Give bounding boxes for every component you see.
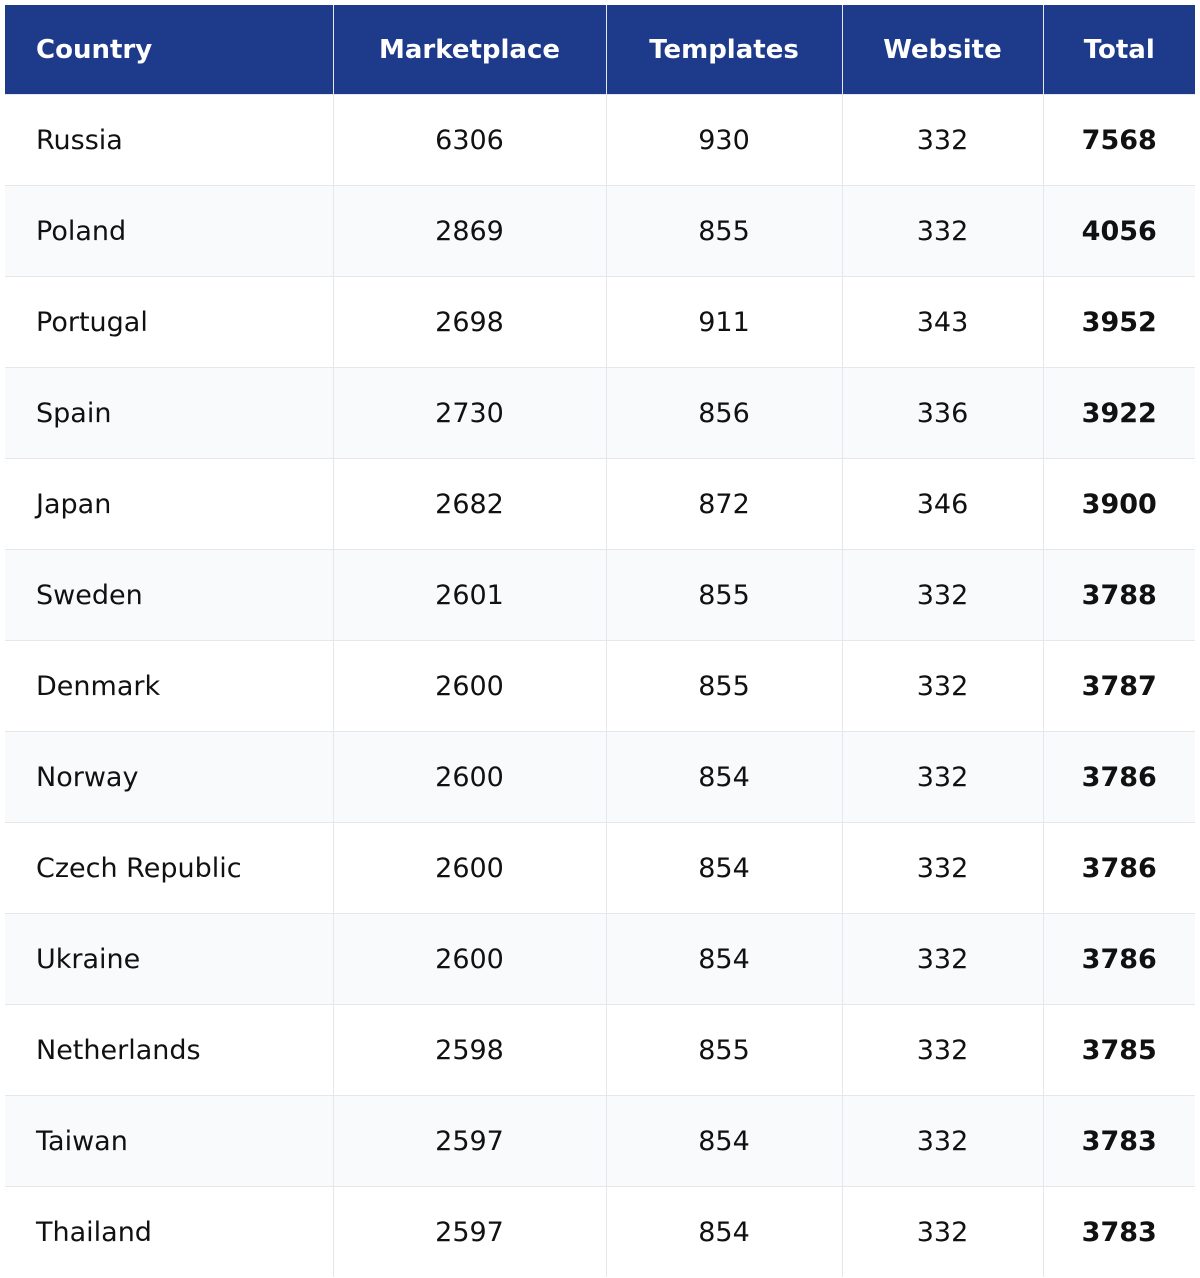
cell-templates: 855 — [605, 185, 842, 277]
table-row: Japan 2682 872 346 3900 — [5, 458, 1195, 550]
column-header-templates: Templates — [605, 5, 842, 95]
table-row: Czech Republic 2600 854 332 3786 — [5, 822, 1195, 914]
cell-total: 4056 — [1042, 185, 1195, 277]
cell-total: 3786 — [1042, 731, 1195, 823]
cell-templates: 854 — [605, 913, 842, 1005]
cell-website: 332 — [841, 94, 1043, 186]
cell-marketplace: 2600 — [332, 640, 606, 732]
cell-website: 346 — [841, 458, 1043, 550]
cell-country: Taiwan — [5, 1095, 333, 1187]
cell-marketplace: 2698 — [332, 276, 606, 368]
cell-marketplace: 2600 — [332, 822, 606, 914]
cell-total: 3922 — [1042, 367, 1195, 459]
cell-marketplace: 2601 — [332, 549, 606, 641]
cell-templates: 854 — [605, 1186, 842, 1277]
cell-templates: 856 — [605, 367, 842, 459]
cell-total: 3786 — [1042, 822, 1195, 914]
header-row: Country Marketplace Templates Website To… — [5, 5, 1195, 95]
table-row: Ukraine 2600 854 332 3786 — [5, 913, 1195, 1005]
cell-total: 3952 — [1042, 276, 1195, 368]
cell-country: Sweden — [5, 549, 333, 641]
cell-country: Czech Republic — [5, 822, 333, 914]
cell-country: Russia — [5, 94, 333, 186]
cell-country: Spain — [5, 367, 333, 459]
table-row: Spain 2730 856 336 3922 — [5, 367, 1195, 459]
table-row: Sweden 2601 855 332 3788 — [5, 549, 1195, 641]
cell-country: Norway — [5, 731, 333, 823]
data-table-container: Country Marketplace Templates Website To… — [5, 5, 1195, 1277]
cell-website: 332 — [841, 731, 1043, 823]
cell-total: 3787 — [1042, 640, 1195, 732]
country-totals-table: Country Marketplace Templates Website To… — [5, 5, 1195, 1277]
cell-total: 3785 — [1042, 1004, 1195, 1096]
cell-country: Netherlands — [5, 1004, 333, 1096]
cell-website: 343 — [841, 276, 1043, 368]
cell-templates: 911 — [605, 276, 842, 368]
cell-templates: 872 — [605, 458, 842, 550]
column-header-marketplace: Marketplace — [332, 5, 606, 95]
cell-total: 3783 — [1042, 1095, 1195, 1187]
table-header: Country Marketplace Templates Website To… — [5, 5, 1195, 95]
table-row: Norway 2600 854 332 3786 — [5, 731, 1195, 823]
cell-website: 332 — [841, 913, 1043, 1005]
cell-total: 7568 — [1042, 94, 1195, 186]
cell-total: 3783 — [1042, 1186, 1195, 1277]
table-row: Poland 2869 855 332 4056 — [5, 185, 1195, 277]
table-row: Thailand 2597 854 332 3783 — [5, 1186, 1195, 1277]
cell-country: Japan — [5, 458, 333, 550]
cell-total: 3788 — [1042, 549, 1195, 641]
cell-templates: 855 — [605, 1004, 842, 1096]
table-row: Netherlands 2598 855 332 3785 — [5, 1004, 1195, 1096]
cell-marketplace: 2597 — [332, 1186, 606, 1277]
cell-website: 332 — [841, 1004, 1043, 1096]
table-row: Portugal 2698 911 343 3952 — [5, 276, 1195, 368]
table-row: Taiwan 2597 854 332 3783 — [5, 1095, 1195, 1187]
cell-marketplace: 2598 — [332, 1004, 606, 1096]
cell-marketplace: 2600 — [332, 731, 606, 823]
table-row: Denmark 2600 855 332 3787 — [5, 640, 1195, 732]
table-body: Russia 6306 930 332 7568 Poland 2869 855 332 4056… — [5, 94, 1195, 1277]
cell-templates: 855 — [605, 640, 842, 732]
cell-website: 332 — [841, 822, 1043, 914]
column-header-website: Website — [841, 5, 1043, 95]
cell-country: Portugal — [5, 276, 333, 368]
cell-country: Ukraine — [5, 913, 333, 1005]
table-row: Russia 6306 930 332 7568 — [5, 94, 1195, 186]
column-header-total: Total — [1042, 5, 1195, 95]
cell-marketplace: 2730 — [332, 367, 606, 459]
cell-country: Denmark — [5, 640, 333, 732]
cell-templates: 930 — [605, 94, 842, 186]
cell-marketplace: 2869 — [332, 185, 606, 277]
cell-templates: 854 — [605, 822, 842, 914]
column-header-country: Country — [5, 5, 333, 95]
cell-total: 3900 — [1042, 458, 1195, 550]
cell-templates: 854 — [605, 1095, 842, 1187]
cell-templates: 854 — [605, 731, 842, 823]
cell-templates: 855 — [605, 549, 842, 641]
cell-country: Thailand — [5, 1186, 333, 1277]
cell-marketplace: 2682 — [332, 458, 606, 550]
cell-marketplace: 2597 — [332, 1095, 606, 1187]
cell-website: 332 — [841, 185, 1043, 277]
cell-total: 3786 — [1042, 913, 1195, 1005]
cell-marketplace: 2600 — [332, 913, 606, 1005]
cell-website: 332 — [841, 640, 1043, 732]
cell-marketplace: 6306 — [332, 94, 606, 186]
cell-website: 332 — [841, 1095, 1043, 1187]
cell-website: 332 — [841, 549, 1043, 641]
cell-website: 332 — [841, 1186, 1043, 1277]
cell-country: Poland — [5, 185, 333, 277]
cell-website: 336 — [841, 367, 1043, 459]
